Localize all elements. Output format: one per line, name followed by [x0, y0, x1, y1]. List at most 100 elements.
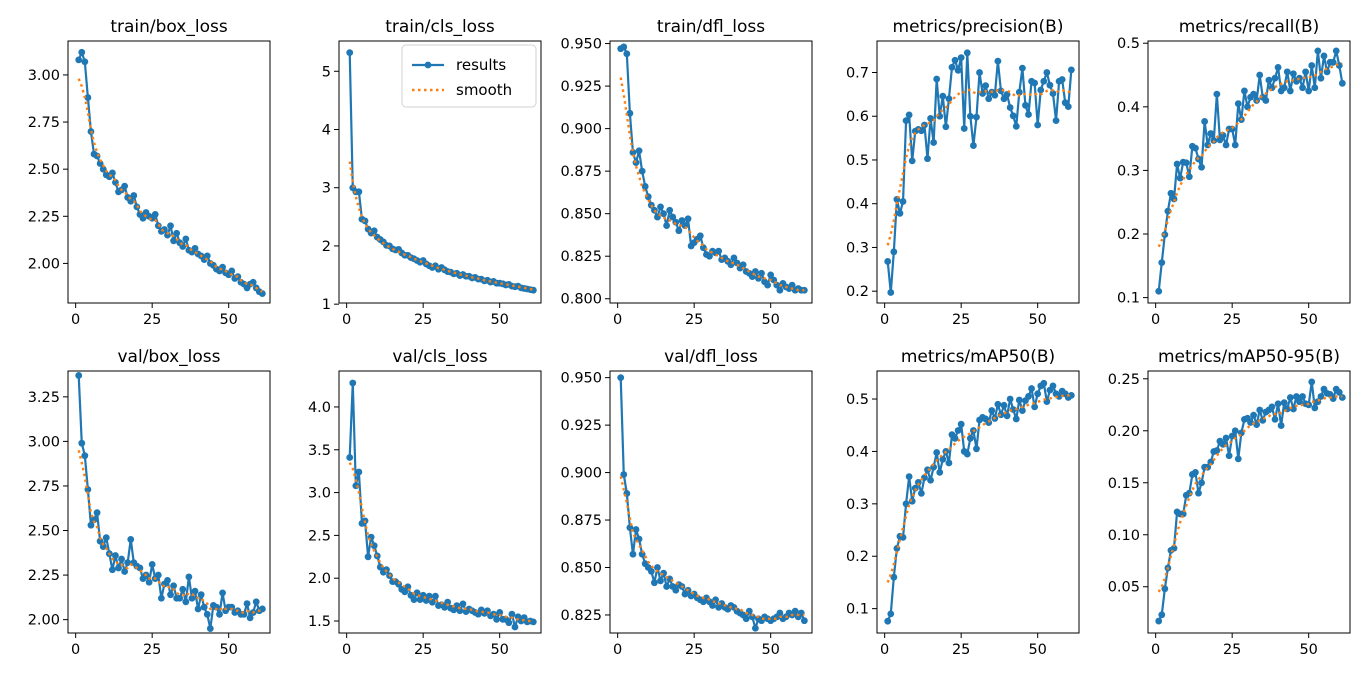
results-point: [1231, 427, 1239, 435]
results-point: [164, 231, 171, 239]
results-point: [669, 213, 677, 221]
results-point: [370, 542, 378, 550]
results-point: [1018, 64, 1026, 72]
plot-train-dfl-loss: train/dfl_loss 0 25 50 0.800 0.825 0.850 0.875 0…: [560, 17, 813, 328]
results-point: [976, 69, 983, 76]
smooth-line: [348, 161, 534, 291]
results-point: [620, 471, 628, 478]
y-tick-label: 2.75: [28, 479, 60, 495]
results-point: [170, 582, 177, 590]
results-point: [194, 605, 202, 613]
results-point: [102, 534, 110, 542]
results-point: [1286, 394, 1294, 401]
x-tick-label: 25: [952, 312, 970, 328]
results-point: [1201, 118, 1209, 125]
y-tick-label: 0.15: [1108, 476, 1140, 492]
results-point: [1231, 141, 1239, 149]
results-point: [1256, 71, 1264, 79]
results-point: [709, 602, 716, 609]
smooth-line: [348, 462, 534, 624]
results-point: [1253, 421, 1261, 428]
results-point: [1222, 434, 1230, 442]
results-point: [1228, 432, 1236, 440]
results-point: [176, 594, 184, 602]
results-point: [1280, 399, 1288, 407]
y-tick-label: 0.6: [846, 109, 869, 125]
results-point: [1164, 207, 1172, 215]
smooth-line: [77, 78, 263, 293]
plot-train-box-loss: train/box_loss 0 25 50 2.00 2.25 2.50 2.75 3.00: [28, 17, 271, 328]
results-point: [963, 450, 971, 458]
y-tick-label: 0.800: [560, 292, 602, 308]
results-point: [1161, 585, 1169, 593]
y-tick-label: 0.10: [1108, 528, 1140, 544]
y-tick-label: 0.900: [560, 466, 602, 482]
y-tick-label: 0.3: [1117, 163, 1140, 179]
results-point: [355, 188, 363, 196]
results-point: [957, 420, 965, 428]
results-point: [349, 379, 357, 387]
x-tick-label: 50: [490, 312, 508, 328]
results-point: [758, 269, 765, 277]
results-point: [1034, 390, 1042, 398]
plot-title: metrics/mAP50-95(B): [1158, 347, 1340, 367]
x-tick-label: 50: [490, 642, 508, 658]
results-point: [496, 609, 504, 616]
results-point: [1222, 141, 1230, 149]
x-tick-label: 25: [143, 642, 161, 658]
results-point: [951, 434, 959, 442]
results-point: [108, 566, 116, 574]
results-point: [620, 43, 628, 51]
results-point: [663, 583, 671, 590]
results-point: [1338, 79, 1346, 87]
results-point: [890, 573, 898, 581]
results-point: [1302, 68, 1310, 76]
results-point: [788, 281, 796, 289]
results-point: [1311, 84, 1319, 92]
results-point: [1332, 47, 1340, 55]
smooth-line: [77, 450, 263, 614]
plot-metrics-map50-b: metrics/mAP50(B) 0 25 50 0.1 0.2 0.3 0.4 0.5: [846, 347, 1080, 658]
results-point: [629, 149, 637, 156]
results-point: [884, 617, 892, 625]
y-tick-label: 0.5: [846, 392, 869, 408]
legend-results-label: results: [456, 56, 506, 74]
results-point: [1234, 455, 1242, 463]
y-tick-label: 2.5: [308, 528, 331, 544]
y-tick-label: 0.4: [1117, 100, 1140, 116]
plot-val-dfl-loss: val/dfl_loss 0 25 50 0.825 0.850 0.875 0.900 0.9…: [560, 347, 813, 658]
x-tick-label: 50: [761, 642, 779, 658]
x-tick-label: 50: [1299, 312, 1317, 328]
results-point: [99, 543, 107, 550]
results-point: [657, 577, 664, 585]
results-point: [924, 155, 931, 163]
results-point: [963, 49, 971, 57]
results-point: [739, 261, 747, 269]
results-point: [1198, 163, 1205, 171]
results-point: [364, 553, 372, 561]
y-tick-label: 1.5: [308, 614, 331, 630]
results-point: [1043, 69, 1051, 76]
x-tick-label: 25: [685, 312, 703, 328]
results-point: [927, 476, 934, 484]
results-point: [1207, 130, 1215, 137]
y-tick-label: 0.950: [560, 37, 602, 53]
results-point: [1241, 87, 1248, 95]
results-point: [1028, 385, 1035, 392]
results-point: [130, 192, 138, 199]
x-tick-label: 50: [761, 312, 779, 328]
results-point: [933, 449, 941, 456]
results-point: [1271, 415, 1279, 423]
y-tick-label: 2.00: [28, 256, 60, 272]
plot-frame: [876, 370, 1080, 634]
results-point: [1225, 452, 1233, 460]
results-point: [887, 289, 895, 296]
results-point: [213, 603, 220, 611]
y-tick-label: 0.05: [1108, 580, 1140, 596]
results-point: [650, 579, 658, 587]
results-point: [1049, 382, 1057, 390]
results-point: [1176, 174, 1184, 182]
results-point: [1064, 103, 1072, 111]
results-point: [425, 592, 433, 600]
series-group: [75, 48, 266, 297]
